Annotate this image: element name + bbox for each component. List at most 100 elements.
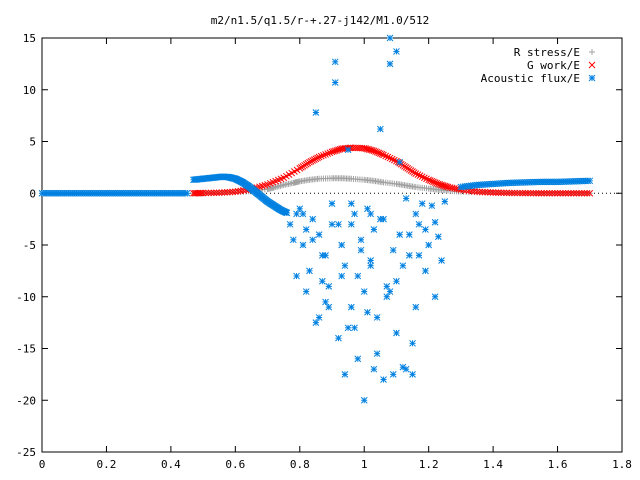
point-d2 <box>405 251 413 259</box>
point <box>354 272 362 280</box>
point <box>226 188 234 196</box>
point-d2 <box>354 272 362 280</box>
point-d2 <box>511 189 518 197</box>
point <box>492 189 500 196</box>
point-d2 <box>423 175 430 183</box>
point <box>511 189 518 197</box>
point-d2 <box>341 262 349 270</box>
point <box>309 157 317 164</box>
point <box>538 189 545 197</box>
point-d2 <box>318 277 326 285</box>
point <box>312 319 320 326</box>
point-d2 <box>372 148 379 155</box>
point-d2 <box>412 170 420 177</box>
point <box>234 187 242 195</box>
point-d2 <box>583 189 591 197</box>
point <box>497 189 505 197</box>
point <box>312 109 320 116</box>
point <box>367 210 375 218</box>
point-d2 <box>380 376 387 383</box>
point <box>328 200 336 207</box>
y-tick-label: 10 <box>23 84 36 97</box>
x-tick-label: 0 <box>39 458 46 471</box>
point-d2 <box>443 183 450 190</box>
point <box>487 189 494 196</box>
y-tick-label: -15 <box>16 343 36 356</box>
point <box>218 189 226 196</box>
point-d2 <box>425 241 433 249</box>
point <box>390 156 398 164</box>
point <box>324 150 332 157</box>
point-d2 <box>519 189 527 197</box>
point <box>378 150 386 158</box>
point <box>309 215 317 223</box>
point <box>341 262 349 270</box>
point-d2 <box>351 210 358 218</box>
point <box>581 189 588 197</box>
point-d2 <box>365 146 373 153</box>
point-d2 <box>422 267 429 275</box>
point-d2 <box>309 157 317 164</box>
point-d2 <box>389 371 397 378</box>
data-marks <box>38 34 594 404</box>
point <box>396 231 404 239</box>
point <box>508 189 516 197</box>
point-d2 <box>335 220 342 228</box>
point-d2 <box>199 189 207 197</box>
point-d2 <box>389 246 397 254</box>
point-d2 <box>409 339 416 347</box>
point-d2 <box>299 210 307 218</box>
point <box>519 189 527 197</box>
axis-ticks: 0 0.2 0.4 0.6 0.8 1 1.2 1.4 1.6 1.8 15 10 5 0 -5 -10 -15… <box>16 32 632 471</box>
point-d2 <box>418 200 426 207</box>
point <box>530 189 537 197</box>
point-d2 <box>500 189 508 197</box>
point <box>202 189 210 197</box>
point-d2 <box>347 200 355 207</box>
point-d2 <box>409 371 416 378</box>
y-tick-label: 0 <box>29 187 36 200</box>
point <box>405 251 413 259</box>
point-d2 <box>386 60 394 68</box>
point <box>516 189 524 197</box>
point-d2 <box>231 188 239 196</box>
point <box>380 376 387 383</box>
plot-frame <box>41 37 623 453</box>
point-d2 <box>338 272 346 280</box>
point <box>409 371 416 378</box>
point-d2 <box>318 251 326 259</box>
point <box>370 226 378 233</box>
point-d2 <box>421 174 428 182</box>
point-d2 <box>190 189 197 197</box>
point-d2 <box>210 189 218 197</box>
point <box>199 189 207 197</box>
point-d2 <box>202 189 210 197</box>
point-d2 <box>207 189 215 197</box>
point-d2 <box>344 324 352 332</box>
point-d2 <box>564 189 572 197</box>
point <box>586 177 594 185</box>
point-d2 <box>380 215 387 223</box>
point <box>556 189 564 197</box>
point-d2 <box>226 188 234 196</box>
point-d2 <box>399 363 407 371</box>
point <box>322 251 329 259</box>
point <box>562 189 569 197</box>
point-d2 <box>428 177 436 185</box>
point-d2 <box>322 298 329 306</box>
point-d2 <box>492 189 500 196</box>
point-d2 <box>344 146 352 154</box>
point <box>347 200 355 207</box>
y-tick-label: 5 <box>29 136 36 149</box>
point <box>476 188 484 196</box>
point-d2 <box>431 179 439 186</box>
point-d2 <box>516 189 524 197</box>
chart-title: m2/n1.5/q1.5/r-+.27-j142/M1.0/512 <box>211 14 430 27</box>
point <box>310 156 318 163</box>
point-d2 <box>415 251 423 259</box>
point <box>412 210 420 218</box>
point <box>389 371 397 378</box>
point-d2 <box>325 303 333 311</box>
point <box>376 125 384 133</box>
